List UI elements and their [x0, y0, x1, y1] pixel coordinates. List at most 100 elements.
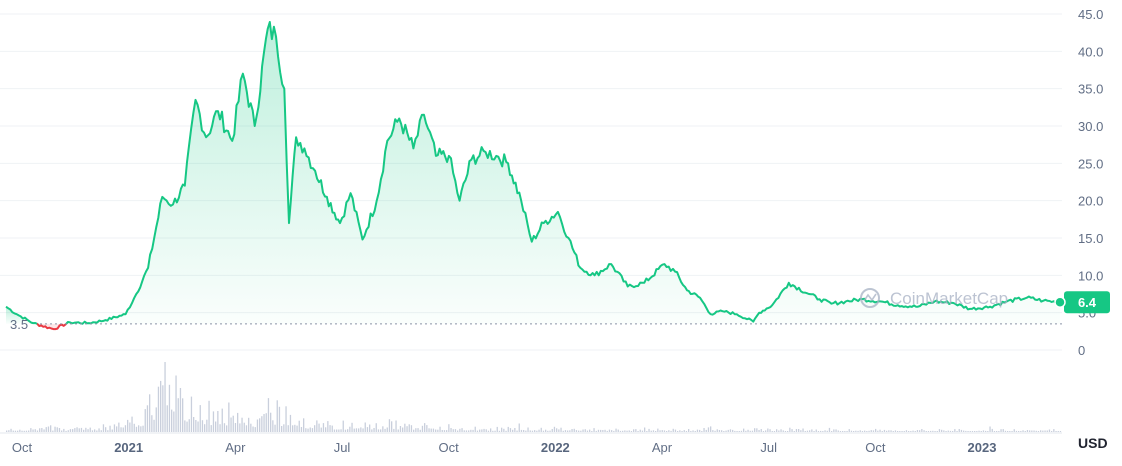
volume-bar: [113, 424, 116, 432]
volume-bar: [250, 423, 252, 432]
volume-bar: [578, 430, 580, 432]
volume-bar: [193, 417, 195, 432]
volume-bar: [613, 430, 615, 432]
volume-bar: [848, 429, 850, 432]
volume-bar: [465, 430, 468, 432]
volume-bar: [36, 430, 39, 432]
volume-bar: [221, 408, 223, 432]
volume-bar: [248, 417, 250, 432]
volume-bar: [1007, 431, 1009, 432]
volume-bar: [406, 426, 408, 432]
volume-bar: [243, 422, 245, 432]
x-tick-label: 2021: [114, 440, 143, 455]
volume-bar: [217, 411, 219, 432]
volume-bar: [514, 428, 516, 432]
volume-bar: [140, 426, 142, 432]
volume-bar: [276, 400, 278, 432]
volume-bar: [837, 430, 839, 432]
volume-bar: [14, 430, 17, 432]
volume-bar: [811, 429, 813, 432]
watermark-text: CoinMarketCap: [890, 289, 1008, 308]
volume-bar: [424, 423, 426, 432]
volume-bar: [604, 429, 606, 432]
volume-bar: [426, 425, 428, 432]
volume-bar: [298, 420, 300, 432]
currency-label: USD: [1078, 435, 1108, 451]
volume-bar: [967, 431, 969, 432]
volume-bar: [723, 431, 725, 432]
volume-bar: [1033, 430, 1035, 432]
volume-bar: [584, 429, 586, 432]
volume-bar: [996, 431, 998, 432]
volume-bar: [1053, 429, 1055, 432]
y-tick-label: 40.0: [1078, 44, 1103, 59]
volume-bar: [72, 429, 74, 432]
volume-bar: [663, 430, 666, 432]
volume-bar: [457, 430, 459, 432]
y-tick-label: 45.0: [1078, 7, 1103, 22]
volume-bar: [919, 430, 921, 432]
volume-bar: [958, 429, 960, 432]
volume-bar: [692, 430, 694, 432]
volume-bar: [25, 430, 28, 432]
volume-bar: [494, 430, 496, 432]
volume-bar: [846, 431, 848, 432]
volume-bar: [173, 411, 175, 432]
volume-bar: [657, 428, 659, 432]
volume-bar: [941, 429, 943, 432]
volume-bar: [648, 428, 650, 432]
volume-bar: [1029, 430, 1031, 432]
volume-bar: [146, 405, 149, 432]
volume-bar: [701, 431, 703, 432]
volume-bar: [793, 431, 795, 432]
volume-bar: [63, 428, 65, 432]
volume-bar: [582, 429, 584, 432]
current-price-dot[interactable]: [1054, 296, 1066, 308]
volume-bar: [487, 430, 490, 432]
x-tick-label: Apr: [225, 440, 246, 455]
volume-bar: [309, 427, 311, 432]
volume-bar: [1035, 430, 1037, 432]
volume-bar: [366, 427, 369, 432]
volume-bar: [791, 429, 793, 432]
volume-bar: [340, 429, 342, 432]
volume-bar: [696, 429, 699, 432]
volume-bar: [505, 430, 507, 432]
volume-bar: [23, 430, 25, 432]
volume-bar: [516, 430, 518, 432]
volume-bar: [342, 420, 344, 432]
volume-bar: [798, 429, 800, 432]
price-lines: [5, 21, 1060, 331]
volume-bar: [1024, 431, 1026, 432]
volume-bar: [201, 420, 204, 432]
volume-bar: [421, 425, 424, 432]
volume-bar: [630, 431, 633, 432]
volume-bar: [688, 429, 690, 432]
volume-bar: [380, 429, 382, 432]
volume-bar: [842, 431, 844, 432]
volume-bar: [870, 430, 872, 432]
volume-bar: [1015, 430, 1018, 432]
volume-bar: [809, 430, 811, 432]
y-tick-label: 25.0: [1078, 156, 1103, 171]
volume-bar: [646, 431, 648, 432]
volume-bar: [461, 428, 463, 432]
volume-bar: [1057, 431, 1059, 432]
volume-bar: [721, 430, 723, 432]
volume-bar: [305, 428, 307, 432]
volume-bar: [600, 429, 602, 432]
volume-bar: [327, 421, 329, 432]
volume-bar: [30, 428, 32, 432]
volume-bar: [1009, 431, 1011, 432]
volume-bar: [547, 430, 549, 432]
volume-bar: [325, 427, 327, 432]
volume-bar: [382, 426, 384, 432]
volume-bar: [718, 430, 721, 432]
volume-bar: [6, 430, 8, 432]
volume-bar: [219, 424, 221, 432]
volume-bar: [1026, 430, 1029, 432]
volume-bar: [131, 416, 133, 432]
volume-bar: [232, 415, 234, 432]
volume-bar: [492, 430, 494, 432]
volume-bar: [606, 430, 608, 432]
